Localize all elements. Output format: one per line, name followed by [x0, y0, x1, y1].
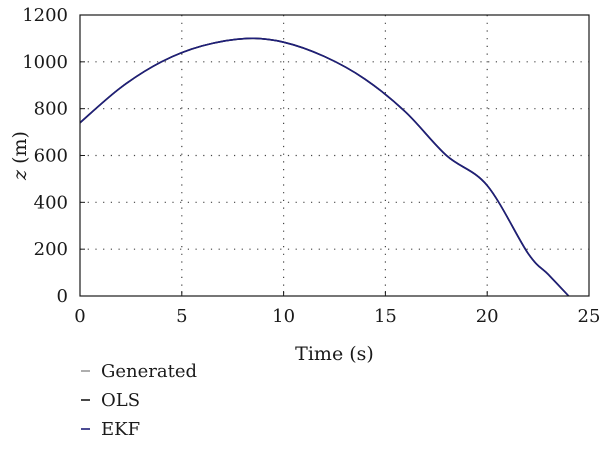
y-axis-ticks: 0 200 400 600 800 1000 1200	[22, 5, 85, 307]
y-tick-label: 600	[34, 146, 68, 167]
series-lines	[79, 37, 570, 297]
x-axis-title: Time (s)	[295, 343, 374, 365]
x-tick-label: 10	[272, 306, 295, 327]
legend-label-generated: Generated	[101, 361, 197, 382]
y-axis-unit: (m)	[9, 131, 31, 170]
legend: Generated OLS EKF	[81, 361, 197, 440]
x-tick-label: 5	[176, 306, 187, 327]
y-tick-label: 1200	[22, 5, 68, 26]
legend-label-ols: OLS	[101, 390, 140, 411]
y-axis-title: z (m)	[9, 131, 31, 181]
x-tick-label: 15	[374, 306, 397, 327]
grid-lines	[80, 15, 589, 296]
legend-label-ekf: EKF	[101, 419, 140, 440]
x-tick-label: 0	[74, 306, 85, 327]
y-tick-label: 400	[34, 192, 68, 213]
y-axis-variable: z	[9, 169, 31, 181]
series-line-ols	[79, 37, 570, 297]
x-axis-ticks: 0 5 10 15 20 25	[74, 291, 600, 327]
y-tick-label: 0	[57, 286, 68, 307]
y-tick-label: 200	[34, 239, 68, 260]
x-tick-label: 25	[578, 306, 600, 327]
series-line-ekf	[79, 37, 570, 297]
y-tick-label: 1000	[22, 52, 68, 73]
series-line-generated	[79, 37, 570, 297]
x-tick-label: 20	[476, 306, 499, 327]
y-tick-label: 800	[34, 99, 68, 120]
